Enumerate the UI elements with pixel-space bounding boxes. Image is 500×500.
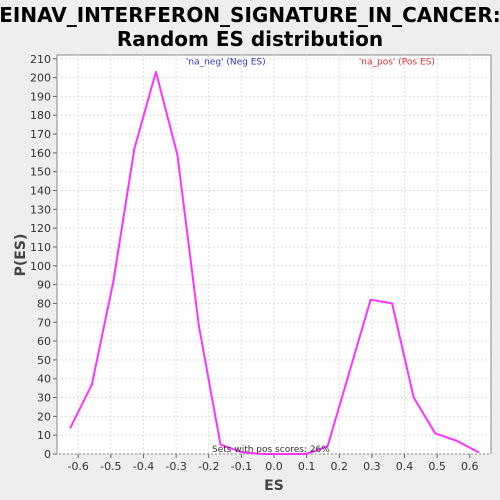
data-point [455, 439, 458, 442]
y-tick-label: 140 [30, 185, 51, 198]
annotation-label: 'na_pos' (Pos ES) [359, 57, 435, 67]
data-point [133, 148, 136, 151]
data-point [154, 70, 157, 73]
y-tick-label: 130 [30, 203, 51, 216]
x-tick-label: -0.2 [198, 460, 219, 473]
data-point [477, 451, 480, 454]
data-point [304, 453, 307, 455]
y-tick-label: 0 [44, 448, 51, 461]
data-point [240, 451, 243, 454]
y-tick-label: 110 [30, 241, 51, 254]
data-point [391, 302, 394, 305]
x-tick-label: -0.5 [100, 460, 121, 473]
y-tick-label: 120 [30, 222, 51, 235]
x-tick-label: -0.6 [67, 460, 88, 473]
x-tick-label: 0.2 [331, 460, 349, 473]
data-point [219, 443, 222, 446]
y-tick-label: 60 [37, 335, 51, 348]
data-point [412, 396, 415, 399]
y-tick-label: 30 [37, 392, 51, 405]
x-tick-label: 0.1 [298, 460, 316, 473]
y-tick-label: 50 [37, 354, 51, 367]
x-tick-label: 0.3 [363, 460, 381, 473]
y-tick-label: 80 [37, 297, 51, 310]
y-tick-label: 210 [30, 53, 51, 66]
data-point [326, 445, 329, 448]
y-axis-ticks: 0 10 20 30 40 50 60 70 80 90 100 110 120 130 140 150 160… [30, 53, 57, 461]
x-tick-label: -0.4 [133, 460, 154, 473]
data-point [69, 426, 72, 429]
y-tick-label: 10 [37, 429, 51, 442]
y-tick-label: 190 [30, 90, 51, 103]
data-point [90, 383, 93, 386]
x-axis-title: ES [264, 478, 284, 494]
y-tick-label: 40 [37, 373, 51, 386]
annotations: 'na_neg' (Neg ES) 'na_pos' (Pos ES) Sets w… [186, 57, 435, 455]
series-layer [69, 70, 480, 455]
x-axis-ticks: -0.6 -0.5 -0.4 -0.3 -0.2 -0.1 0.0 0.1 0.2 0.3 0.4 0… [67, 454, 479, 473]
x-tick-label: 0.0 [265, 460, 283, 473]
chart-subtitle: Random ES distribution [117, 27, 383, 51]
x-tick-label: -0.3 [165, 460, 186, 473]
data-point [434, 432, 437, 435]
x-tick-label: 0.4 [396, 460, 414, 473]
x-tick-label: 0.6 [461, 460, 479, 473]
y-tick-label: 200 [30, 72, 51, 85]
y-tick-label: 70 [37, 316, 51, 329]
x-tick-label: 0.5 [428, 460, 446, 473]
x-tick-label: -0.1 [231, 460, 252, 473]
data-point [369, 298, 372, 301]
series-line [69, 70, 479, 455]
grid [57, 55, 491, 455]
data-point [261, 453, 264, 455]
y-axis-title: P(ES) [13, 234, 29, 277]
y-tick-label: 160 [30, 147, 51, 160]
y-tick-label: 150 [30, 166, 51, 179]
data-point [348, 372, 351, 375]
annotation-label: Sets with pos scores: 26% [212, 445, 330, 455]
data-point [176, 153, 179, 156]
data-point [283, 453, 286, 455]
y-tick-label: 170 [30, 128, 51, 141]
y-tick-label: 100 [30, 260, 51, 273]
y-tick-label: 180 [30, 109, 51, 122]
annotation-label: 'na_neg' (Neg ES) [186, 57, 266, 67]
chart-title: EINAV_INTERFERON_SIGNATURE_IN_CANCER: [0, 3, 500, 27]
data-point [197, 325, 200, 328]
data-point [112, 279, 115, 282]
y-tick-label: 20 [37, 410, 51, 423]
y-tick-label: 90 [37, 279, 51, 292]
